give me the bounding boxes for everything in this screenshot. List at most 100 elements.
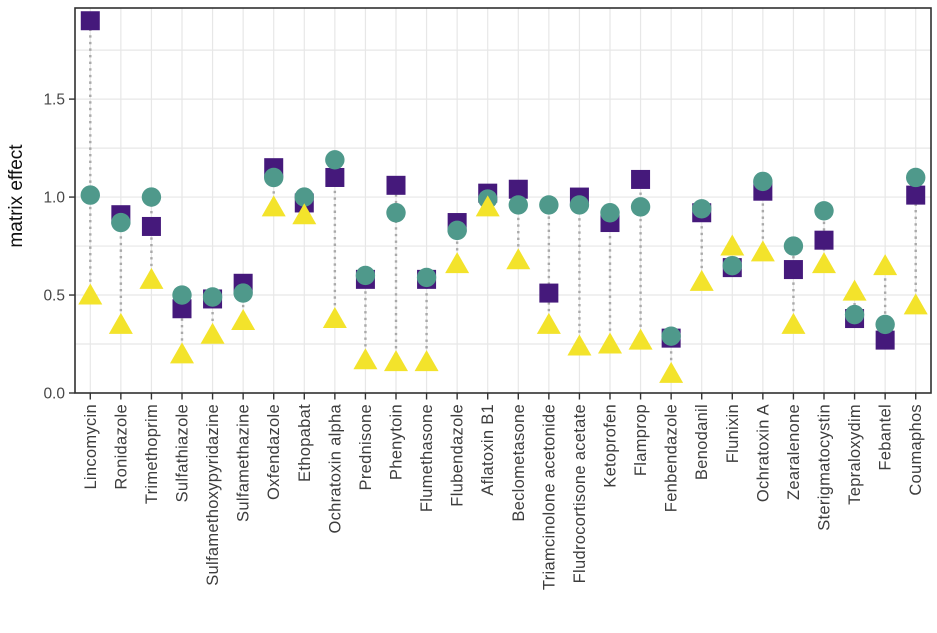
marker-circle: [630, 197, 651, 217]
marker-triangle: [231, 309, 256, 331]
x-tick-label: Ochratoxin alpha: [326, 403, 344, 533]
marker-triangle: [322, 307, 347, 329]
x-tick-label: Lincomycin: [82, 404, 100, 490]
marker-triangle: [414, 350, 439, 372]
marker-circle: [141, 187, 162, 207]
marker-circle: [600, 203, 620, 223]
marker-triangle: [903, 293, 928, 315]
marker-triangle: [750, 240, 775, 262]
marker-square: [325, 167, 345, 187]
marker-circle: [783, 236, 804, 256]
marker-triangle: [842, 279, 867, 301]
marker-triangle: [720, 234, 745, 256]
x-tick-label: Flunixin: [724, 404, 742, 463]
x-tick-label: Phenytoin: [388, 404, 406, 480]
marker-triangle: [873, 254, 898, 276]
x-tick-label: Trimethoprim: [143, 404, 161, 504]
x-tick-label: Sulfamethazine: [235, 404, 253, 522]
x-tick-label: Coumaphos: [907, 404, 925, 496]
marker-square: [539, 283, 559, 303]
x-tick-label: Triamcinolone acetonide: [540, 404, 558, 590]
x-tick-label: Flubendazole: [449, 404, 467, 507]
x-tick-label: Tepraloxydim: [846, 404, 864, 505]
x-tick-label: Ketoprofen: [602, 404, 620, 488]
marker-circle: [80, 185, 100, 205]
gridlines: [75, 8, 931, 393]
marker-square: [875, 330, 895, 350]
marker-circle: [355, 265, 376, 286]
x-tick-label: Beclometasone: [510, 404, 528, 522]
marker-triangle: [536, 312, 561, 334]
x-tick-label: Sterigmatocystin: [816, 404, 834, 531]
marker-triangle: [353, 348, 378, 370]
marker-triangle: [108, 312, 133, 334]
marker-circle: [906, 167, 926, 188]
x-tick-label: Zearalenone: [785, 404, 803, 500]
axes: 0.0 0.5 1.0 1.5 Lincomycin Ronidazole Trimetho…: [43, 7, 932, 590]
marker-square: [814, 230, 834, 250]
marker-triangle: [78, 283, 103, 305]
marker-circle: [814, 201, 834, 221]
x-tick-label: Ethopabat: [296, 404, 314, 482]
marker-square: [631, 169, 651, 189]
marker-triangle: [261, 195, 286, 217]
marker-circle: [692, 199, 712, 219]
marker-triangle: [200, 322, 225, 344]
marker-square: [508, 179, 528, 199]
x-tick-label: Ronidazole: [112, 404, 130, 490]
marker-circle: [202, 287, 223, 307]
x-tick-label: Fludrocortisone acetate: [571, 404, 589, 583]
marker-triangle: [567, 334, 592, 356]
marker-circle: [753, 171, 773, 192]
marker-circle: [111, 212, 131, 233]
marker-circle: [508, 195, 528, 215]
y-axis-title: matrix effect: [6, 144, 27, 248]
marker-circle: [844, 304, 865, 325]
x-tick-label: Febantel: [877, 404, 895, 471]
x-tick-label: Sulfamethoxypyridazine: [204, 404, 222, 586]
x-tick-label: Oxfendazole: [265, 404, 283, 500]
marker-triangle: [781, 312, 806, 334]
y-tick-label: 0.5: [43, 288, 65, 305]
marker-triangle: [384, 350, 408, 372]
x-tick-label: Aflatoxin B1: [479, 404, 497, 496]
marker-triangle: [659, 361, 684, 383]
data-points: [78, 11, 928, 383]
marker-circle: [661, 326, 681, 346]
marker-circle: [416, 267, 437, 288]
marker-circle: [875, 314, 895, 335]
marker-square: [80, 11, 100, 31]
marker-circle: [539, 195, 559, 215]
marker-circle: [264, 167, 284, 188]
marker-circle: [233, 283, 253, 303]
marker-circle: [172, 285, 192, 305]
marker-circle: [722, 255, 742, 276]
y-tick-label: 0.0: [43, 386, 65, 403]
marker-square: [386, 175, 406, 195]
marker-triangle: [598, 332, 622, 354]
x-tick-label: Sulfathiazole: [174, 404, 192, 502]
x-tick-label: Flumethasone: [418, 404, 436, 512]
marker-square: [906, 185, 926, 205]
marker-triangle: [139, 267, 164, 289]
marker-circle: [294, 187, 314, 207]
marker-square: [172, 299, 192, 319]
marker-triangle: [628, 328, 653, 350]
marker-triangle: [292, 203, 317, 225]
marker-circle: [569, 195, 590, 215]
marker-triangle: [170, 342, 194, 364]
x-tick-label: Flamprop: [632, 404, 650, 476]
marker-circle: [447, 220, 467, 241]
x-tick-label: Benodanil: [693, 404, 711, 480]
panel-border: [74, 7, 932, 394]
y-tick-label: 1.0: [43, 190, 65, 207]
marker-triangle: [812, 252, 836, 274]
marker-triangle: [689, 269, 714, 291]
x-tick-label: Prednisone: [357, 404, 375, 490]
marker-square: [783, 260, 803, 280]
x-tick-label: Fenbendazole: [663, 404, 681, 512]
marker-triangle: [475, 195, 500, 217]
marker-triangle: [445, 252, 470, 274]
marker-circle: [325, 150, 345, 170]
